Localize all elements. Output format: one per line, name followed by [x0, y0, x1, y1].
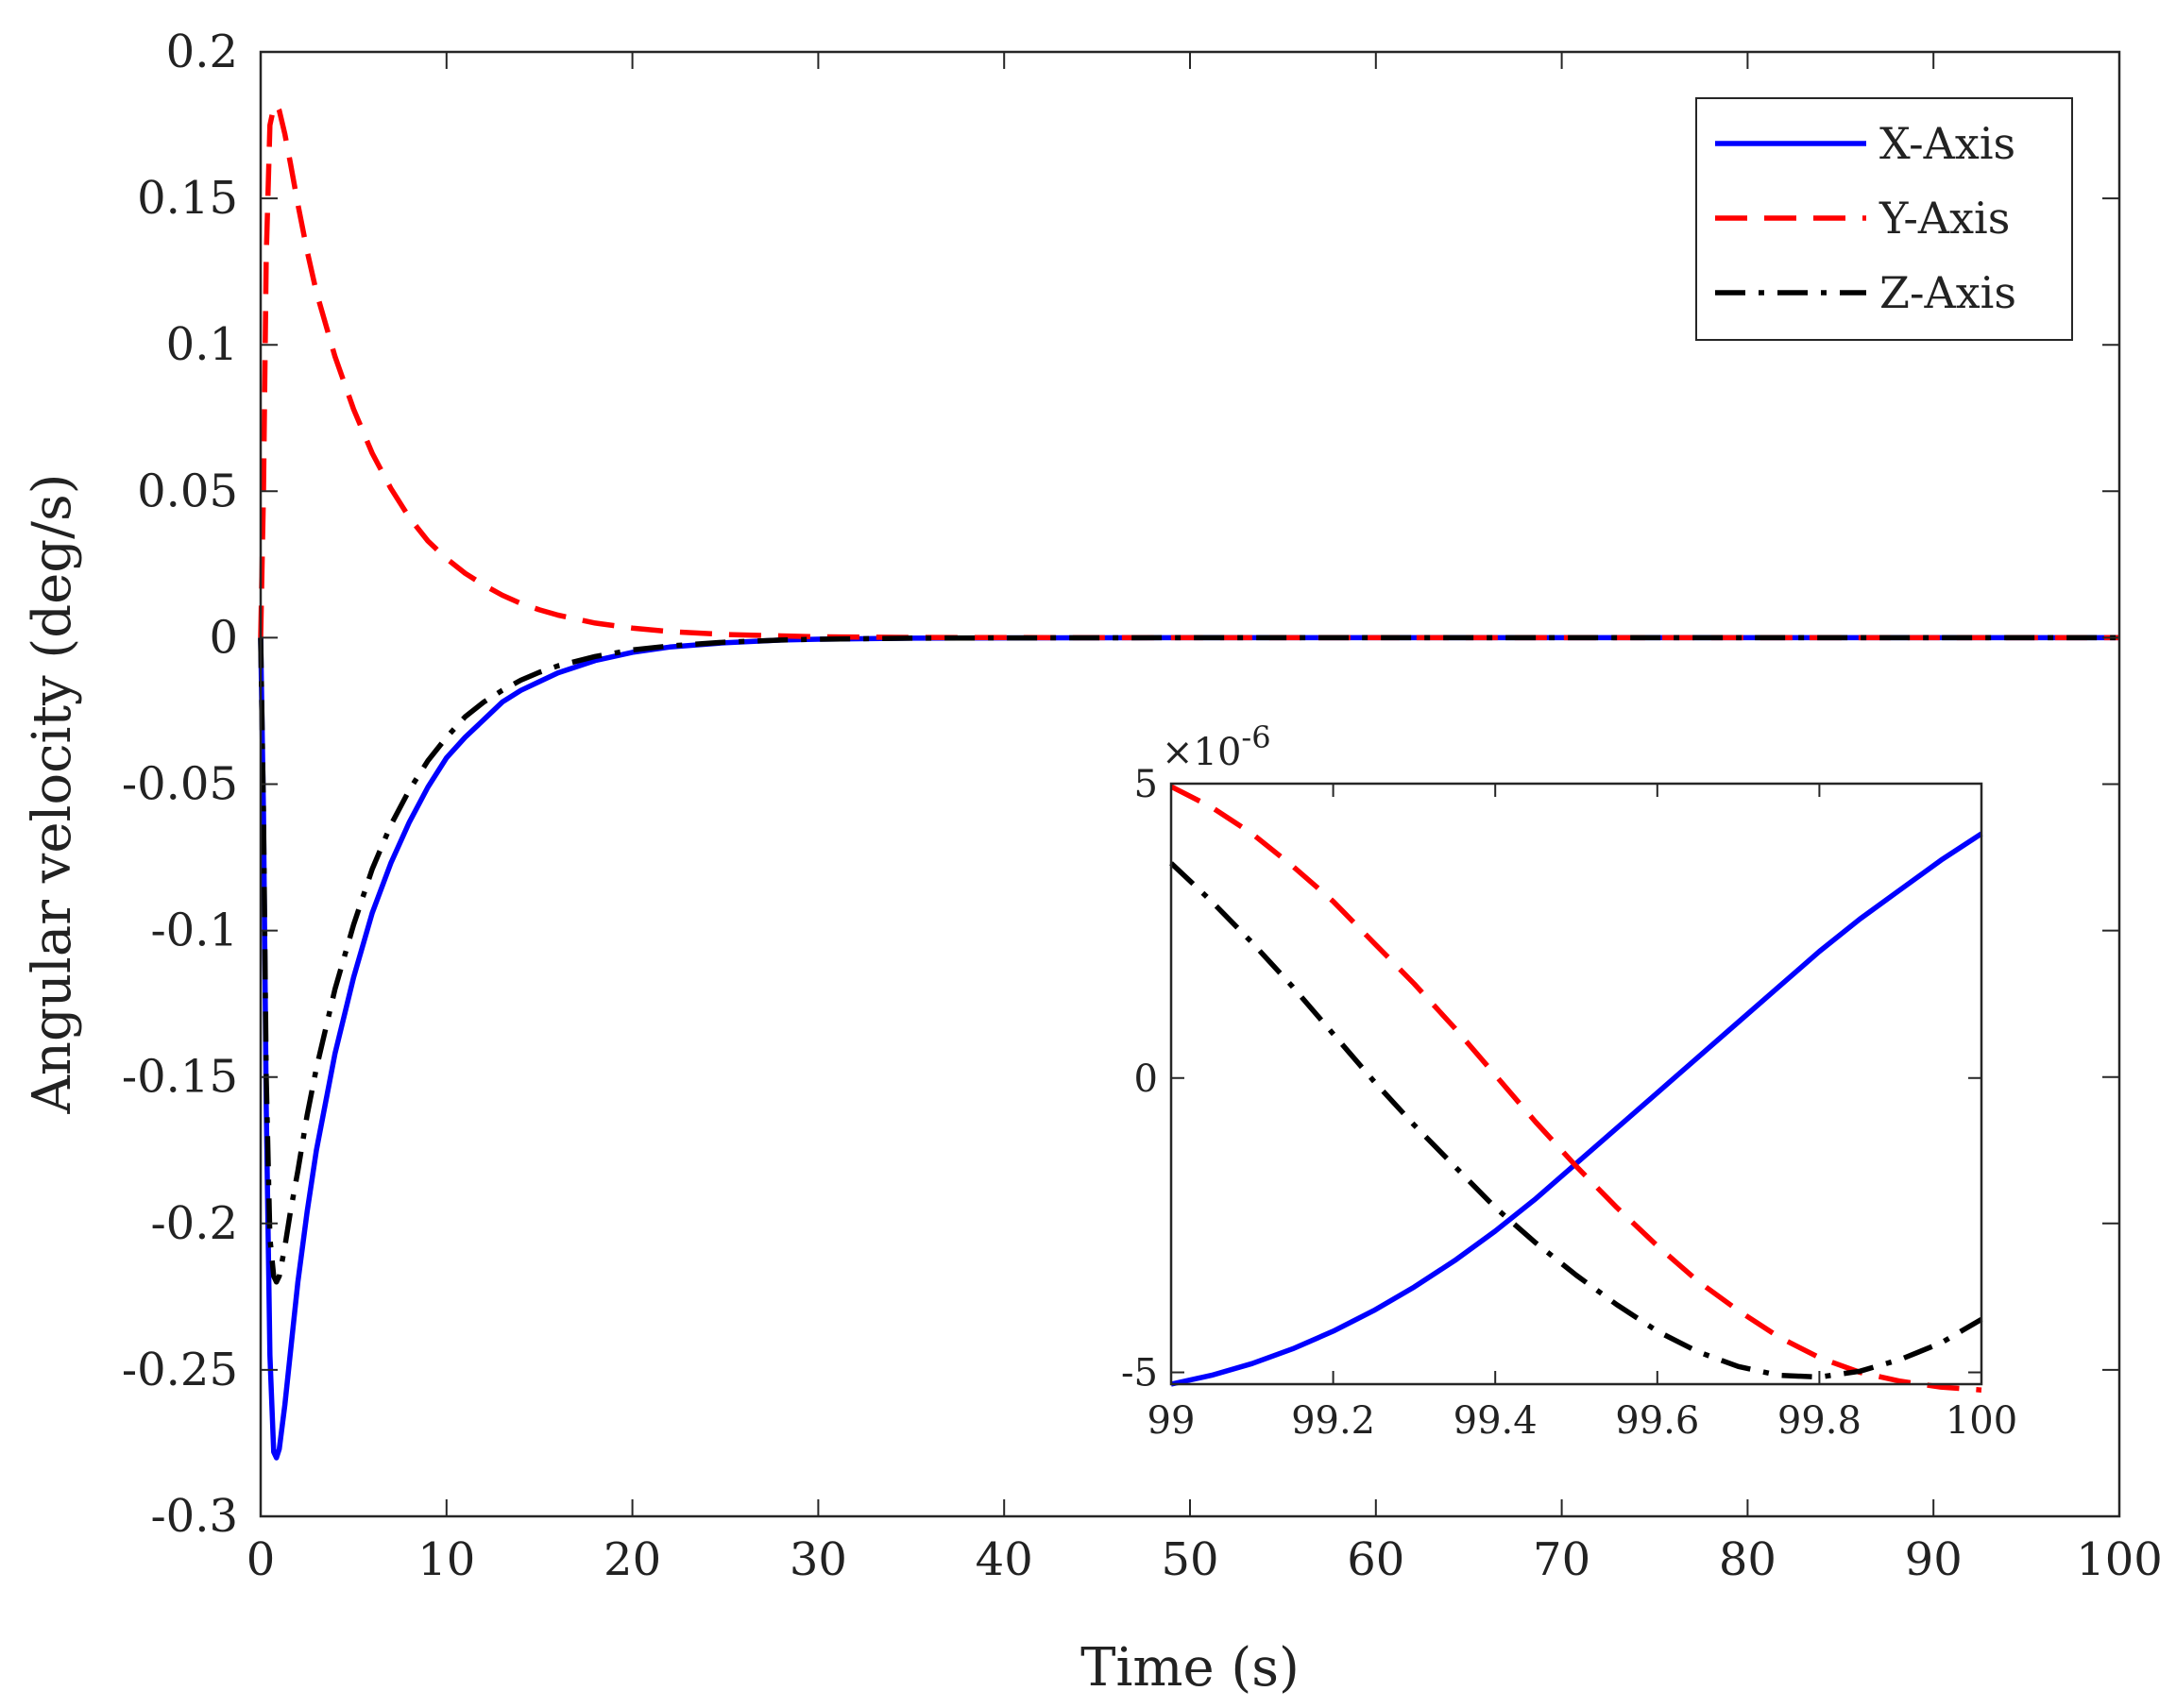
- y-tick-label: 0.15: [137, 172, 238, 225]
- x-tick-label: 99: [1148, 1399, 1196, 1443]
- inset-exponent: ×10-6: [1162, 719, 1271, 774]
- x-tick-label: 0: [246, 1533, 276, 1586]
- x-tick-label: 20: [604, 1533, 661, 1586]
- series-line-z-axis: [258, 634, 2119, 1285]
- y-axis-title: Angular velocity (deg/s): [22, 473, 83, 1114]
- y-tick-label: -0.05: [122, 758, 238, 811]
- x-tick-label: 50: [1161, 1533, 1218, 1586]
- y-tick-label: -0.1: [150, 905, 238, 957]
- x-tick-label: 70: [1533, 1533, 1590, 1586]
- y-tick-label: 5: [1134, 763, 1158, 806]
- x-tick-label: 10: [417, 1533, 475, 1586]
- y-tick-label: -0.3: [150, 1490, 238, 1543]
- x-tick-label: 99.4: [1454, 1399, 1538, 1443]
- y-tick-label: 0: [1134, 1057, 1158, 1101]
- y-tick-label: 0.1: [166, 318, 238, 371]
- plot-area: [1171, 784, 1981, 1384]
- legend-label-z-axis: Z-Axis: [1879, 267, 2016, 318]
- legend-label-y-axis: Y-Axis: [1878, 193, 2010, 244]
- series-line-y-axis: [258, 102, 2119, 641]
- x-tick-label: 80: [1719, 1533, 1776, 1586]
- x-tick-label: 99.8: [1777, 1399, 1862, 1443]
- y-tick-label: -0.2: [150, 1197, 238, 1250]
- axes-frame: [1169, 782, 1983, 1386]
- x-tick-label: 100: [2076, 1533, 2163, 1586]
- x-tick-label: 100: [1946, 1399, 2017, 1443]
- legend-label-x-axis: X-Axis: [1879, 118, 2015, 169]
- x-tick-label: 99.2: [1291, 1399, 1375, 1443]
- y-tick-label: -5: [1121, 1352, 1158, 1395]
- series-line-y-axis: [1169, 784, 1982, 1393]
- x-tick-label: 30: [790, 1533, 847, 1586]
- y-tick-label: -0.15: [122, 1051, 238, 1104]
- x-tick-label: 99.6: [1615, 1399, 1699, 1443]
- legend: X-Axis Y-Axis Z-Axis: [1695, 97, 2073, 341]
- y-tick-label: 0.05: [137, 465, 238, 517]
- x-tick-label: 90: [1905, 1533, 1963, 1586]
- x-tick-label: 40: [976, 1533, 1033, 1586]
- inset-chart: 99 99.2 99.4 99.6 99.8 100 5 0 -5 ×10-6: [1121, 719, 2017, 1443]
- y-tick-label: 0: [209, 611, 238, 664]
- legend-box: [1695, 97, 2073, 341]
- y-tick-label: 0.2: [166, 25, 238, 78]
- x-axis-title: Time (s): [1080, 1637, 1300, 1699]
- series-line-z-axis: [1169, 861, 1983, 1380]
- x-tick-label: 60: [1347, 1533, 1404, 1586]
- y-tick-label: -0.25: [122, 1344, 238, 1396]
